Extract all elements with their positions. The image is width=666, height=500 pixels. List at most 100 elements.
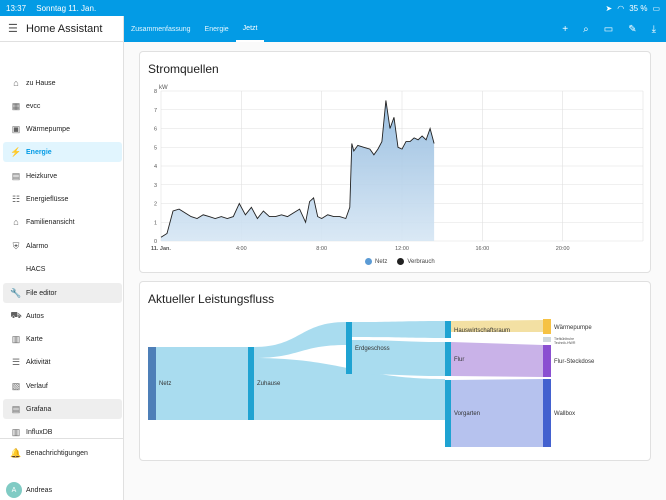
legend-label-netz: Netz <box>375 258 388 265</box>
tab-energie[interactable]: Energie <box>204 25 229 33</box>
assist-icon[interactable]: ▭ <box>603 23 614 35</box>
sidebar-item-label: Heizkurve <box>26 172 58 180</box>
menu-collapse-icon[interactable]: ☰ <box>8 23 18 35</box>
sidebar-item-alarmo[interactable]: ⛨ Alarmo <box>3 236 122 256</box>
sidebar-item-hacs[interactable]: HACS <box>3 259 122 279</box>
user-name: Andreas <box>26 486 53 494</box>
home-icon: ⌂ <box>13 217 19 227</box>
sidebar-item-label: Energie <box>26 148 52 156</box>
label-tertiary2: Technik-HWR <box>554 341 576 345</box>
sidebar-item-energie[interactable]: ⚡ Energie <box>3 142 122 162</box>
netz-swatch <box>365 258 372 265</box>
label-zuhause: Zuhause <box>257 381 281 387</box>
y-tick-label: 2 <box>154 202 157 208</box>
node-tertiary <box>543 337 551 342</box>
edit-icon[interactable]: ✎ <box>628 23 637 35</box>
link-hwr-waermepumpe <box>451 320 543 332</box>
sidebar-item-evcc[interactable]: ▦ evcc <box>3 96 122 116</box>
add-icon[interactable]: + <box>562 23 569 35</box>
card-title: Aktueller Leistungsfluss <box>148 292 275 306</box>
tab-zusammenfassung[interactable]: Zusammenfassung <box>131 25 191 33</box>
status-bar: 13:37 Sonntag 11. Jan. ➤ ◠ 35 % ▭ <box>0 0 666 16</box>
battery-level: 35 % <box>629 3 648 13</box>
node-hauswirtschaftsraum <box>445 321 451 338</box>
sidebar-item-influxdb[interactable]: ▥ InfluxDB <box>3 422 122 442</box>
sidebar-item-heizkurve[interactable]: ▤ Heizkurve <box>3 166 122 186</box>
x-tick-label: 4:00 <box>236 246 247 252</box>
sidebar-item-label: Autos <box>26 312 44 320</box>
sidebar-item-label: Aktivität <box>26 358 51 366</box>
sidebar-item-aktivitaet[interactable]: ☰ Aktivität <box>3 352 122 372</box>
label-waermepumpe: Wärmepumpe <box>554 325 592 331</box>
label-netz: Netz <box>159 381 171 387</box>
chart-bar-icon: ▧ <box>11 380 21 391</box>
sidebar-item-autos[interactable]: ⛟ Autos <box>3 306 122 326</box>
car-icon: ⛟ <box>10 310 22 320</box>
notifications-button[interactable]: 🔔 Benachrichtigungen <box>3 443 122 463</box>
sidebar-item-label: File editor <box>26 289 57 297</box>
cube-icon: ▣ <box>11 123 21 134</box>
link-zuhause-vorgarten <box>254 358 445 420</box>
sidebar-header: ☰ Home Assistant <box>0 16 123 42</box>
node-netz <box>148 347 156 420</box>
sidebar-item-energiefluesse[interactable]: ☷ Energieflüsse <box>3 189 122 209</box>
verbrauch-line <box>160 100 435 238</box>
tab-jetzt[interactable]: Jetzt <box>235 16 265 42</box>
verbrauch-swatch <box>397 258 405 265</box>
sidebar-item-label: evcc <box>26 102 41 110</box>
dashboard-icon: ▤ <box>11 170 21 181</box>
sidebar-item-familienansicht[interactable]: ⌂ Familienansicht <box>3 212 122 232</box>
sidebar: ☰ Home Assistant ⌂ zu Hause ▦ evcc ▣ Wärmep… <box>0 16 124 500</box>
link-erdgeschoss-flur <box>352 340 445 376</box>
legend-verbrauch[interactable]: Verbrauch <box>397 258 435 265</box>
x-tick-label: 20:00 <box>556 246 570 252</box>
y-tick-label: 7 <box>154 108 157 114</box>
node-flur-steckdose <box>543 345 551 377</box>
search-icon[interactable]: ⌕ <box>583 23 589 35</box>
legend-label-verbrauch: Verbrauch <box>407 258 435 265</box>
list-icon: ☷ <box>11 193 21 204</box>
bell-icon: 🔔 <box>10 447 22 458</box>
sidebar-item-file-editor[interactable]: 🔧 File editor <box>3 283 122 303</box>
x-tick-label: 8:00 <box>316 246 327 252</box>
sidebar-item-waermepumpe[interactable]: ▣ Wärmepumpe <box>3 119 122 139</box>
sidebar-item-zu-hause[interactable]: ⌂ zu Hause <box>3 73 122 93</box>
battery-icon: ▭ <box>652 3 660 13</box>
avatar[interactable]: A <box>6 482 22 498</box>
sidebar-item-label: Verlauf <box>26 382 48 390</box>
node-zuhause <box>248 347 254 420</box>
sidebar-footer <box>0 438 124 439</box>
label-vorgarten: Vorgarten <box>454 411 480 417</box>
x-tick-label: 12:00 <box>395 246 409 252</box>
sidebar-item-label: HACS <box>26 265 46 273</box>
node-flur <box>445 342 451 376</box>
chart-legend: Netz Verbrauch <box>365 258 435 265</box>
sidebar-item-label: Familienansicht <box>26 218 75 226</box>
grid-icon: ▦ <box>11 100 21 111</box>
stromquellen-card: Stromquellen 0 1 2 3 4 5 6 7 8 11. Jan. 4:00 8:00 12… <box>139 51 651 273</box>
user-profile-button[interactable]: Andreas <box>26 480 116 500</box>
status-time: 13:37 <box>6 3 27 13</box>
y-tick-label: 8 <box>154 89 157 95</box>
y-tick-label: 3 <box>154 183 157 189</box>
sidebar-item-grafana[interactable]: ▤ Grafana <box>3 399 122 419</box>
sidebar-item-label: Energieflüsse <box>26 195 69 203</box>
label-flur: Flur <box>454 357 464 363</box>
sidebar-item-karte[interactable]: ▥ Karte <box>3 329 122 349</box>
stromquellen-chart: 0 1 2 3 4 5 6 7 8 11. Jan. 4:00 8:00 12:00 16:00 20:00… <box>151 85 644 252</box>
link-vorgarten-wallbox <box>451 379 543 447</box>
download-icon[interactable]: ⤓ <box>651 23 656 35</box>
sidebar-item-verlauf[interactable]: ▧ Verlauf <box>3 376 122 396</box>
y-tick-label: 0 <box>154 239 157 245</box>
top-bar: Zusammenfassung Energie Jetzt + ⌕ ▭ ✎ ⤓ <box>124 16 666 42</box>
label-tertiary1: Tiefkühltruhe <box>554 337 574 341</box>
node-wallbox <box>543 379 551 447</box>
list-icon: ☰ <box>11 356 21 367</box>
legend-netz[interactable]: Netz <box>365 258 387 265</box>
label-erdgeschoss: Erdgeschoss <box>355 346 390 352</box>
sidebar-item-label: InfluxDB <box>26 428 53 436</box>
card-title: Stromquellen <box>148 62 219 76</box>
sidebar-item-label: Alarmo <box>26 242 49 250</box>
y-axis-label: kW <box>159 85 168 91</box>
status-right: ➤ ◠ 35 % ▭ <box>606 4 660 13</box>
